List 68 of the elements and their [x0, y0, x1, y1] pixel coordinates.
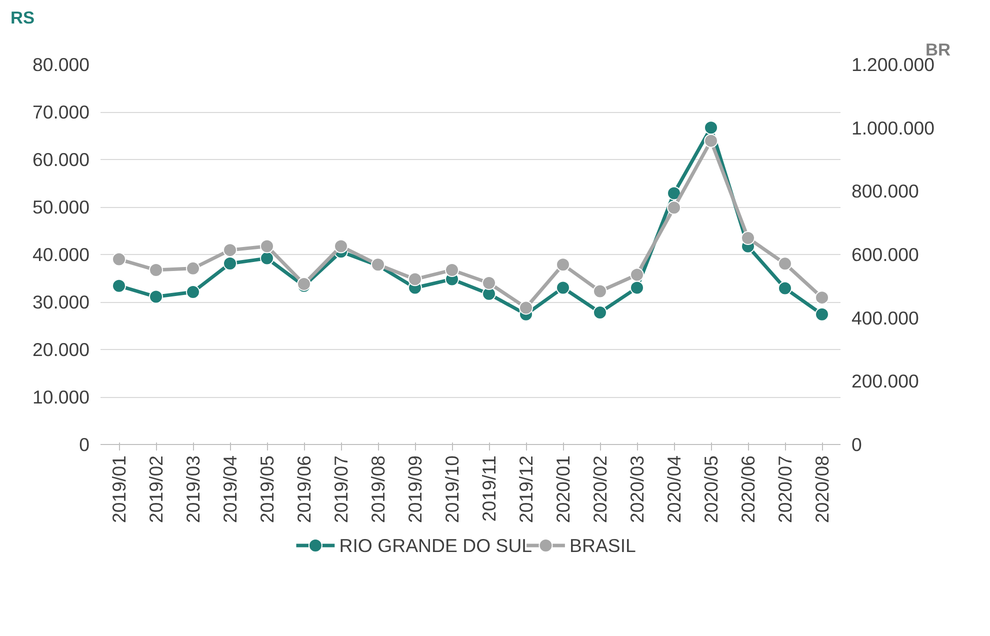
point: [556, 258, 570, 272]
y2-tick-label: 600.000: [852, 244, 919, 265]
point: [186, 261, 200, 276]
x-tick-label: 2020/02: [590, 455, 610, 523]
point: [223, 243, 237, 258]
point: [667, 186, 681, 200]
x-tick-label: 2020/01: [552, 455, 574, 523]
x-tick-label: 2019/02: [146, 455, 166, 523]
point: [519, 300, 533, 315]
point: [112, 252, 126, 266]
point: [815, 290, 829, 305]
y-tick-label: 70.000: [32, 102, 90, 122]
y-tick-label: 80.000: [32, 54, 90, 75]
y-tick-label: 60.000: [32, 149, 90, 170]
y-axis-title: RS: [10, 8, 35, 28]
x-tick-label: 2019/09: [404, 455, 426, 523]
point: [186, 285, 200, 300]
x-tick-label: 2020/03: [626, 455, 648, 523]
point: [112, 278, 126, 293]
point: [593, 305, 607, 320]
x-tick-label: 2019/10: [442, 455, 462, 523]
x-tick-label: 2019/05: [256, 455, 278, 523]
legend-label: RIO GRANDE DO SUL: [339, 535, 532, 556]
y-tick-label: 30.000: [32, 292, 90, 312]
point: [260, 239, 274, 254]
x-tick-label: 2019/07: [330, 455, 352, 523]
y-tick-label: 10.000: [32, 386, 90, 408]
point: [593, 284, 607, 298]
point: [334, 239, 348, 254]
point: [630, 280, 644, 295]
point: [445, 263, 459, 278]
x-tick-label: 2020/04: [664, 455, 684, 523]
point: [778, 256, 792, 271]
legend-label: BRASIL: [570, 535, 636, 556]
point: [667, 200, 681, 215]
point: [223, 256, 237, 271]
point: [260, 251, 274, 266]
point: [778, 281, 792, 296]
x-tick-label: 2019/12: [516, 455, 536, 523]
point: [741, 231, 755, 246]
y2-tick-label: 400.000: [852, 307, 919, 328]
x-tick-label: 2019/08: [368, 455, 388, 523]
y-tick-label: 50.000: [32, 196, 90, 218]
point: [408, 272, 422, 286]
x-tick-label: 2020/06: [738, 455, 758, 523]
y-tick-label: 0: [79, 434, 90, 455]
x-tick-label: 2020/07: [774, 455, 796, 523]
y2-tick-label: 200.000: [852, 370, 919, 392]
x-tick-label: 2019/11: [478, 455, 500, 522]
point: [704, 134, 718, 148]
point: [815, 307, 829, 322]
point: [482, 276, 496, 290]
point: [704, 120, 718, 135]
x-tick-label: 2020/08: [812, 455, 832, 523]
x-tick-label: 2019/03: [182, 455, 204, 523]
x-tick-label: 2020/05: [700, 455, 722, 523]
y2-tick-label: 0: [852, 434, 862, 455]
y-tick-label: 40.000: [32, 244, 90, 265]
x-tick-label: 2019/06: [294, 455, 314, 523]
y-tick-label: 20.000: [32, 339, 90, 360]
x-tick-label: 2019/04: [220, 455, 240, 523]
x-tick-label: 2019/01: [108, 455, 130, 523]
point: [149, 263, 163, 278]
y2-tick-label: 800.000: [852, 180, 919, 202]
point: [556, 280, 570, 295]
y2-tick-label: 1.000.000: [852, 117, 934, 138]
point: [630, 268, 644, 282]
point: [149, 290, 163, 304]
